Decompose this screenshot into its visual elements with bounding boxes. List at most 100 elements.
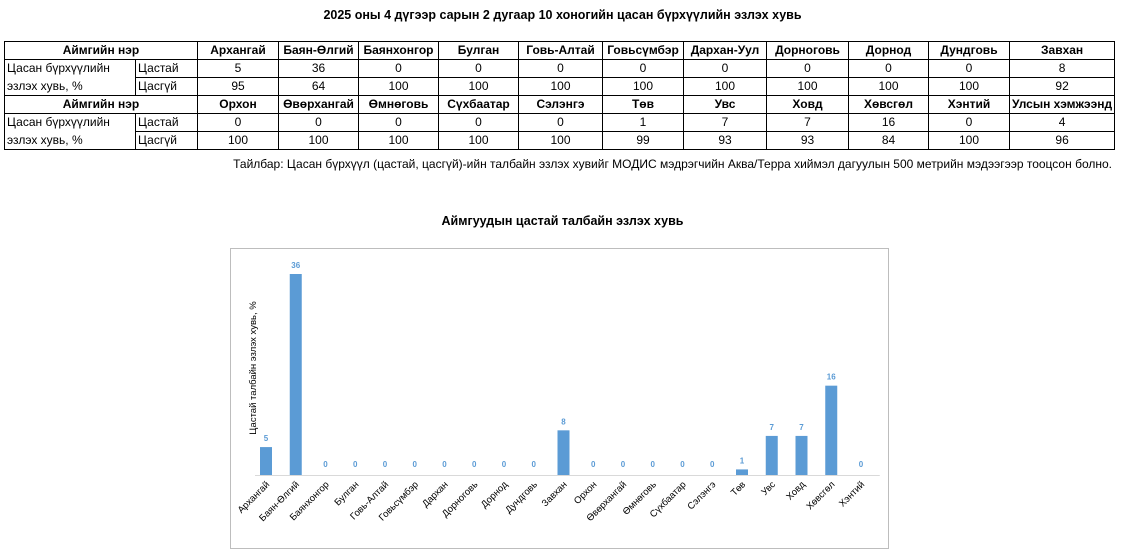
value-cell: 100 bbox=[683, 77, 767, 96]
row-label-cell: Цасан бүрхүүлийн bbox=[4, 59, 136, 78]
page-title: 2025 оны 4 дүгээр сарын 2 дугаар 10 хоно… bbox=[323, 8, 802, 22]
bar-data-label: 0 bbox=[710, 460, 715, 469]
value-cell: 4 bbox=[1008, 113, 1116, 132]
value-cell: 92 bbox=[1008, 77, 1116, 96]
bar-data-label: 0 bbox=[472, 460, 477, 469]
province-name-cell: Өвөрхангай bbox=[278, 95, 359, 114]
value-cell: 100 bbox=[358, 131, 439, 150]
bar-data-label: 0 bbox=[502, 460, 507, 469]
value-cell: 7 bbox=[683, 113, 767, 132]
province-name-cell: Ховд bbox=[766, 95, 849, 114]
x-tick-label: Орхон bbox=[572, 479, 599, 506]
value-cell: 0 bbox=[438, 113, 519, 132]
snow-cover-table: Аймгийн нэр Архангай Баян-Өлгий Баянхонгор Б… bbox=[4, 41, 1116, 150]
value-cell: 100 bbox=[518, 77, 603, 96]
value-cell: 100 bbox=[278, 131, 359, 150]
row-label-cell: Цасан бүрхүүлийн bbox=[4, 113, 136, 132]
value-cell: 36 bbox=[278, 59, 359, 78]
province-name-cell: Баян-Өлгий bbox=[278, 41, 359, 60]
province-name-cell: Сэлэнгэ bbox=[518, 95, 603, 114]
bar-data-label: 8 bbox=[561, 417, 566, 426]
value-cell: 0 bbox=[518, 113, 603, 132]
bar-data-label: 0 bbox=[680, 460, 685, 469]
x-tick-label: Увс bbox=[759, 479, 778, 498]
bar-data-label: 0 bbox=[532, 460, 537, 469]
value-cell: 64 bbox=[278, 77, 359, 96]
province-name-cell: Дархан-Уул bbox=[683, 41, 767, 60]
value-cell: 84 bbox=[848, 131, 929, 150]
value-cell: 100 bbox=[766, 77, 849, 96]
value-cell: 93 bbox=[766, 131, 849, 150]
value-cell: 0 bbox=[358, 59, 439, 78]
bar-data-label: 36 bbox=[291, 261, 300, 270]
province-name-cell: Баянхонгор bbox=[358, 41, 439, 60]
value-cell: 96 bbox=[1008, 131, 1116, 150]
value-cell: 100 bbox=[602, 77, 684, 96]
value-cell: 100 bbox=[358, 77, 439, 96]
x-tick-label: Дундговь bbox=[503, 479, 540, 516]
province-name-cell: Архангай bbox=[197, 41, 279, 60]
value-cell: 5 bbox=[197, 59, 279, 78]
bar-data-label: 0 bbox=[591, 460, 596, 469]
chart-frame bbox=[230, 248, 889, 549]
bar bbox=[260, 447, 272, 475]
value-cell: 0 bbox=[766, 59, 849, 78]
x-tick-label: Хөвсгөл bbox=[804, 479, 837, 512]
value-cell: 0 bbox=[278, 113, 359, 132]
row-label-cell: эзлэх хувь, % bbox=[4, 131, 136, 150]
bar-data-label: 0 bbox=[353, 460, 358, 469]
province-name-cell: Дорноговь bbox=[766, 41, 849, 60]
table-header-row: Аймгийн нэр Архангай Баян-Өлгий Баянхонгор Б… bbox=[4, 41, 1116, 60]
bar-data-label: 0 bbox=[859, 460, 864, 469]
table-note: Тайлбар: Цасан бүрхүүл (цастай, цасгүй)-… bbox=[233, 157, 1112, 171]
sub-label-cell: Цастай bbox=[135, 113, 198, 132]
bar-data-label: 0 bbox=[413, 460, 418, 469]
x-tick-label: Булган bbox=[332, 479, 361, 508]
x-tick-label: Төв bbox=[729, 479, 748, 498]
bar-data-label: 7 bbox=[799, 423, 804, 432]
bar-data-label: 0 bbox=[651, 460, 656, 469]
value-cell: 93 bbox=[683, 131, 767, 150]
value-cell: 0 bbox=[928, 113, 1010, 132]
province-name-cell: Хэнтий bbox=[928, 95, 1010, 114]
value-cell: 100 bbox=[518, 131, 603, 150]
province-name-cell: Орхон bbox=[197, 95, 279, 114]
bar bbox=[795, 435, 808, 475]
x-tick-label: Хэнтий bbox=[837, 479, 867, 509]
province-name-cell: Дорнод bbox=[848, 41, 929, 60]
value-cell: 1 bbox=[602, 113, 684, 132]
x-tick-label: Ховд bbox=[784, 479, 808, 503]
province-name-cell: Төв bbox=[602, 95, 684, 114]
table-value-row: Цасан бүрхүүлийн Цастай 0 0 0 0 0 1 7 7 16 0 4 bbox=[4, 113, 1116, 132]
header-label-cell: Аймгийн нэр bbox=[4, 41, 198, 60]
value-cell: 100 bbox=[848, 77, 929, 96]
y-axis-label: Цастай талбайн эзлэх хувь, % bbox=[248, 301, 259, 435]
table-value-row: эзлэх хувь, % Цасгүй 95 64 100 100 100 100 100 10… bbox=[4, 77, 1116, 96]
table-value-row: Цасан бүрхүүлийн Цастай 5 36 0 0 0 0 0 0 0 0 8 bbox=[4, 59, 1116, 78]
bar bbox=[736, 469, 748, 475]
bar bbox=[557, 430, 570, 475]
value-cell: 8 bbox=[1008, 59, 1116, 78]
bar-data-label: 0 bbox=[442, 460, 447, 469]
value-cell: 0 bbox=[928, 59, 1010, 78]
value-cell: 100 bbox=[438, 77, 519, 96]
province-name-cell: Булган bbox=[438, 41, 519, 60]
bar-data-label: 0 bbox=[323, 460, 328, 469]
province-name-cell: Улсын хэмжээнд bbox=[1008, 95, 1116, 114]
value-cell: 100 bbox=[438, 131, 519, 150]
bar-data-label: 0 bbox=[621, 460, 626, 469]
value-cell: 16 bbox=[848, 113, 929, 132]
value-cell: 95 bbox=[197, 77, 279, 96]
value-cell: 0 bbox=[602, 59, 684, 78]
value-cell: 0 bbox=[518, 59, 603, 78]
bar-data-label: 5 bbox=[264, 434, 269, 443]
table-value-row: эзлэх хувь, % Цасгүй 100 100 100 100 100 99 93 93… bbox=[4, 131, 1116, 150]
value-cell: 100 bbox=[197, 131, 279, 150]
chart-title: Аймгуудын цастай талбайн эзлэх хувь bbox=[441, 214, 684, 228]
bar bbox=[765, 435, 778, 475]
row-label-cell: эзлэх хувь, % bbox=[4, 77, 136, 96]
sub-label-cell: Цастай bbox=[135, 59, 198, 78]
province-name-cell: Говь-Алтай bbox=[518, 41, 603, 60]
bar-data-label: 0 bbox=[383, 460, 388, 469]
bar bbox=[825, 385, 838, 475]
